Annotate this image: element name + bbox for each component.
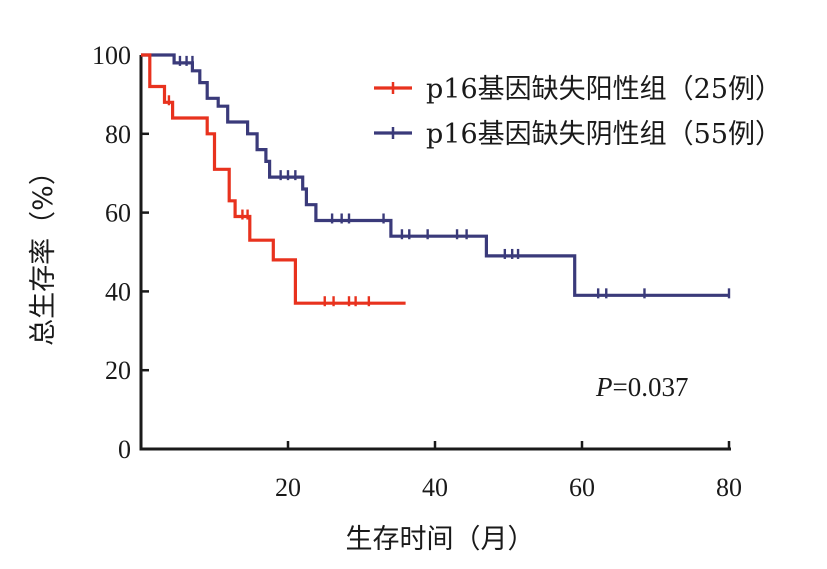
y-tick-label-0: 0: [118, 435, 131, 464]
p-value-annotation: P=0.037: [595, 372, 688, 402]
legend-label-negative: p16基因缺失阴性组（55例）: [426, 119, 782, 150]
survival-curves: [141, 53, 729, 305]
x-axis-title: 生存时间（月）: [346, 524, 535, 555]
y-tick-label-80: 80: [105, 120, 131, 149]
survival-curve-0: [141, 53, 406, 305]
p-value-symbol: P: [595, 372, 613, 402]
y-tick-label-40: 40: [105, 277, 131, 306]
legend: p16基因缺失阳性组（25例） p16基因缺失阴性组（55例）: [374, 74, 782, 150]
y-tick-label-20: 20: [105, 356, 131, 385]
axis-tick-labels: 0 20 40 60 80 100 20 40 60 80: [92, 41, 742, 502]
p-value-number: =0.037: [613, 372, 689, 402]
y-axis-title: 总生存率（%）: [28, 158, 59, 346]
survival-curve-1: [141, 53, 729, 297]
legend-label-positive: p16基因缺失阳性组（25例）: [426, 74, 782, 105]
y-tick-label-60: 60: [105, 199, 131, 228]
x-tick-label-40: 40: [422, 473, 448, 502]
y-tick-label-100: 100: [92, 41, 131, 70]
censor-marks: [167, 55, 731, 307]
x-tick-label-80: 80: [716, 473, 742, 502]
x-tick-label-20: 20: [275, 473, 301, 502]
axis-ticks: [141, 53, 731, 451]
x-tick-label-60: 60: [569, 473, 595, 502]
